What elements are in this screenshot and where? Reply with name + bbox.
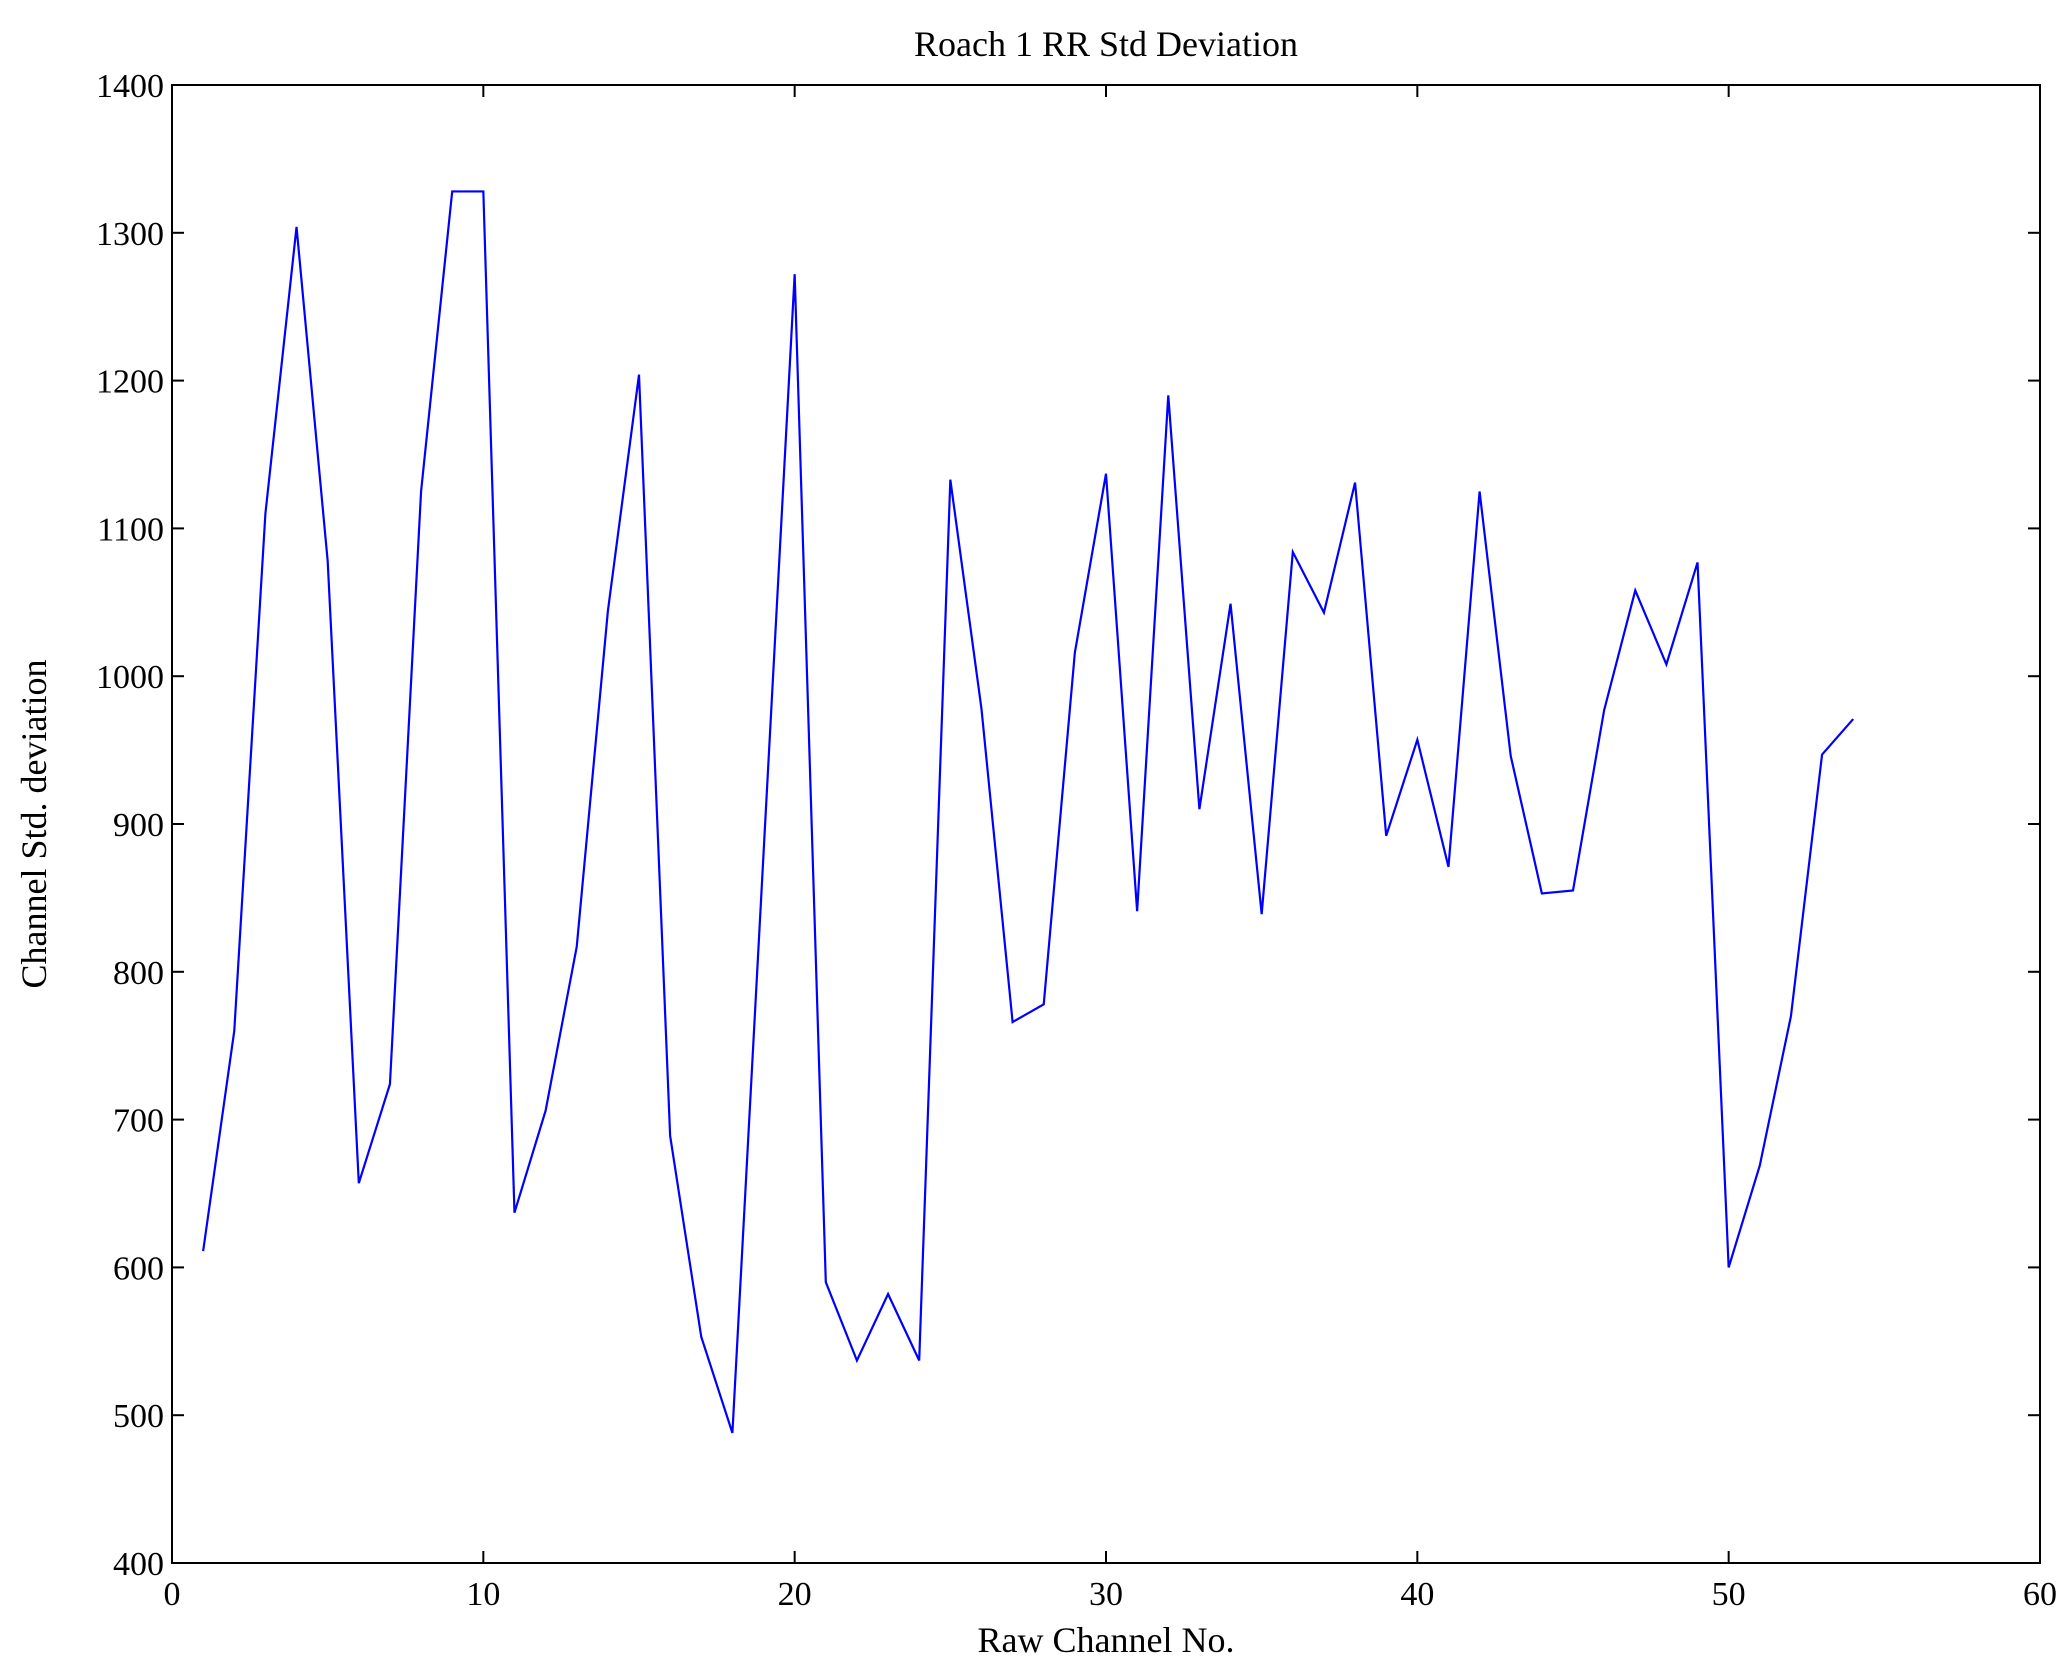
y-tick-label: 800 <box>113 955 164 992</box>
y-tick-label: 700 <box>113 1103 164 1140</box>
x-tick-label: 50 <box>1712 1576 1746 1613</box>
y-tick-label: 1400 <box>96 68 164 105</box>
x-tick-label: 20 <box>778 1576 812 1613</box>
y-tick-label: 1000 <box>96 659 164 696</box>
y-tick-label: 500 <box>113 1398 164 1435</box>
x-tick-label: 30 <box>1089 1576 1123 1613</box>
y-tick-label: 1300 <box>96 216 164 253</box>
y-tick-label: 400 <box>113 1546 164 1583</box>
x-axis-label: Raw Channel No. <box>978 1620 1235 1660</box>
chart-title: Roach 1 RR Std Deviation <box>914 24 1298 64</box>
y-tick-label: 1100 <box>97 511 164 548</box>
y-tick-label: 1200 <box>96 364 164 401</box>
y-axis-label: Channel Std. deviation <box>14 660 54 989</box>
x-tick-label: 10 <box>466 1576 500 1613</box>
plot-frame <box>171 84 2041 1564</box>
x-tick-label: 60 <box>2023 1576 2057 1613</box>
y-tick-label: 600 <box>113 1250 164 1287</box>
y-tick-label: 900 <box>113 807 164 844</box>
series-line <box>202 190 1855 1434</box>
x-tick-label: 0 <box>164 1576 181 1613</box>
x-tick-label: 40 <box>1400 1576 1434 1613</box>
